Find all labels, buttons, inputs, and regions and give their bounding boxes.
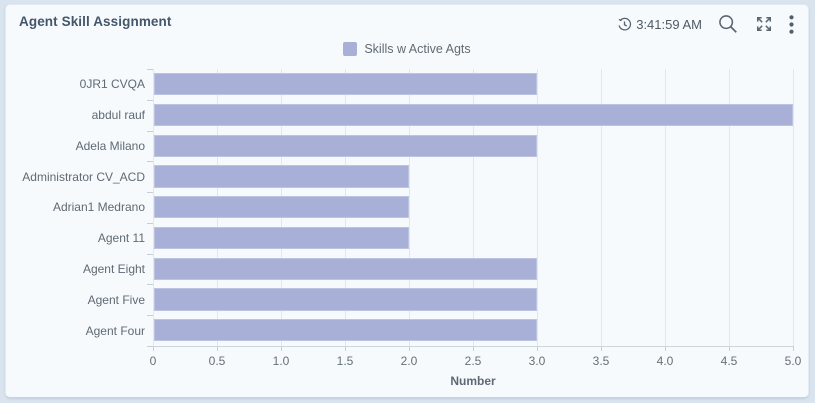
x-tick-label: 5.0 [784,354,802,368]
y-axis-tick [147,130,153,132]
bar[interactable] [154,226,409,250]
y-axis-label: Adela Milano [75,138,145,153]
y-axis-label: Agent Eight [82,262,145,277]
y-axis-tick [147,253,153,255]
bar[interactable] [154,319,537,342]
chart-gridline [729,69,730,346]
chart-gridline [473,69,474,346]
x-axis-tick [729,346,730,351]
refresh-time: 3:41:59 AM [617,17,702,32]
bar[interactable] [154,103,793,127]
x-tick-label: 0 [149,354,157,368]
y-axis-label: abdul rauf [91,108,145,123]
agent-skill-widget-card: Agent Skill Assignment 3:41:59 AM [5,4,809,398]
y-axis-tick [147,315,153,317]
y-axis-tick [147,346,153,347]
x-axis-tick [409,346,410,351]
x-tick-label: 0.5 [208,354,226,368]
bar[interactable] [154,73,537,96]
y-axis-label: Agent Four [85,323,145,338]
legend-label: Skills w Active Agts [364,42,471,56]
x-tick-label: 2.0 [400,354,418,368]
widget-title: Agent Skill Assignment [19,14,172,29]
x-axis-tick [473,346,474,351]
bar[interactable] [154,288,537,311]
chart-gridline [665,69,666,346]
legend[interactable]: Skills w Active Agts [6,42,808,56]
y-axis-tick [147,222,153,224]
x-tick-label: 4.5 [720,354,738,368]
x-axis-tick [665,346,666,351]
y-axis-label: Adrian1 Medrano [52,200,145,215]
expand-arrows-icon[interactable] [754,14,774,34]
x-tick-label: 3.0 [528,354,546,368]
bar[interactable] [154,257,537,280]
x-axis-line [153,346,793,347]
x-tick-label: 1.5 [336,354,354,368]
x-axis-tick [793,346,794,351]
x-tick-label: 2.5 [464,354,482,368]
y-axis-tick [147,161,153,163]
widget-controls: 3:41:59 AM [617,13,794,35]
chart-gridline [793,69,794,346]
bar-chart: 0 0.5 1.0 1.5 2.0 2.5 3.0 3.5 4.0 4.5 5.0 0JR1 CVQA… [6,5,810,399]
history-clock-icon [617,17,632,32]
y-axis-label: 0JR1 CVQA [79,77,145,92]
kebab-menu-icon[interactable] [789,14,794,34]
y-axis-tick [147,284,153,286]
x-axis-tick [153,346,154,351]
y-axis-label: Agent 11 [97,231,145,246]
y-axis-tick [147,99,153,101]
chart-gridline [409,69,410,346]
bar[interactable] [154,134,537,157]
x-axis-tick [345,346,346,351]
legend-swatch [343,42,358,56]
y-axis-tick [147,192,153,194]
y-axis-label: Agent Five [87,292,145,307]
bar[interactable] [154,165,409,188]
search-icon[interactable] [717,13,739,35]
x-axis-tick [281,346,282,351]
x-axis-tick [217,346,218,351]
x-tick-label: 4.0 [656,354,674,368]
x-axis-tick [601,346,602,351]
y-axis-tick [147,69,153,70]
y-axis-label: Administrator CV_ACD [22,169,145,184]
chart-gridline [601,69,602,346]
x-axis-tick [537,346,538,351]
x-tick-label: 3.5 [592,354,610,368]
bar[interactable] [154,196,409,219]
x-tick-label: 1.0 [272,354,290,368]
chart-gridline [153,69,154,346]
timestamp: 3:41:59 AM [636,16,702,32]
chart-gridline [537,69,538,346]
x-axis-title: Number [450,374,496,388]
